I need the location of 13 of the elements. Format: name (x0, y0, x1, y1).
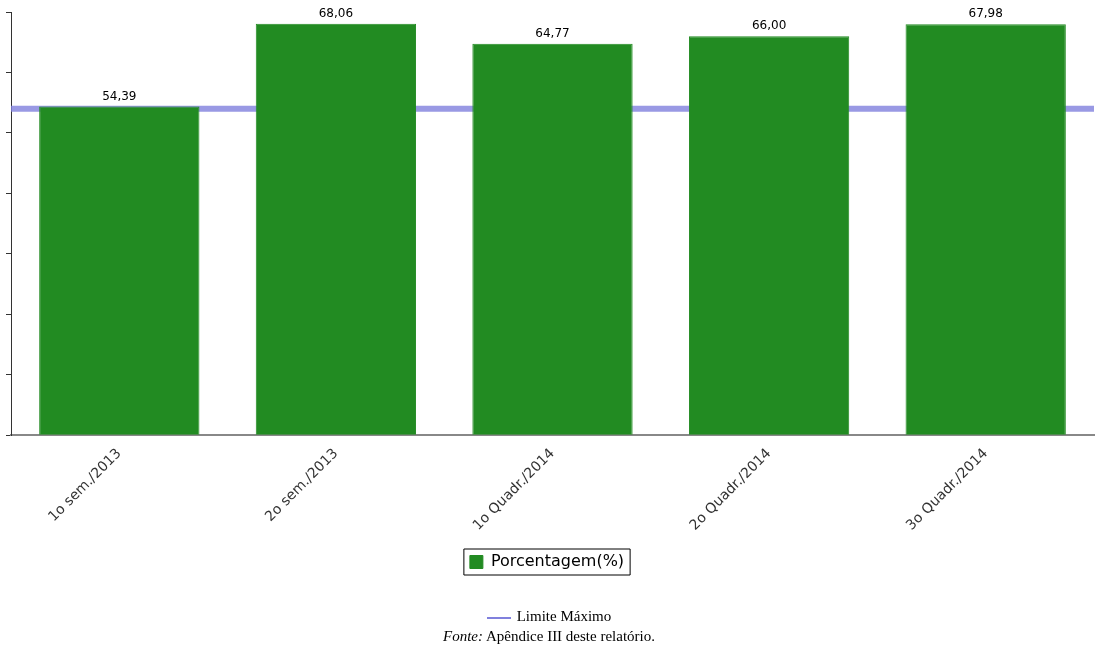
bar (688, 36, 850, 435)
bar (39, 106, 200, 435)
source-note: Fonte: Apêndice III deste relatório. (443, 628, 655, 644)
data-label: 64,77 (535, 25, 570, 40)
bar (255, 23, 417, 435)
data-label: 66,00 (751, 18, 787, 33)
legend-label: Limite Máximo (516, 608, 612, 624)
data-label: 68,06 (318, 5, 354, 20)
data-label: 67,98 (968, 6, 1003, 21)
data-label: 54,39 (102, 88, 137, 103)
bar (472, 43, 633, 435)
bar (905, 24, 1066, 435)
legend-label: Porcentagem(%) (490, 551, 625, 571)
